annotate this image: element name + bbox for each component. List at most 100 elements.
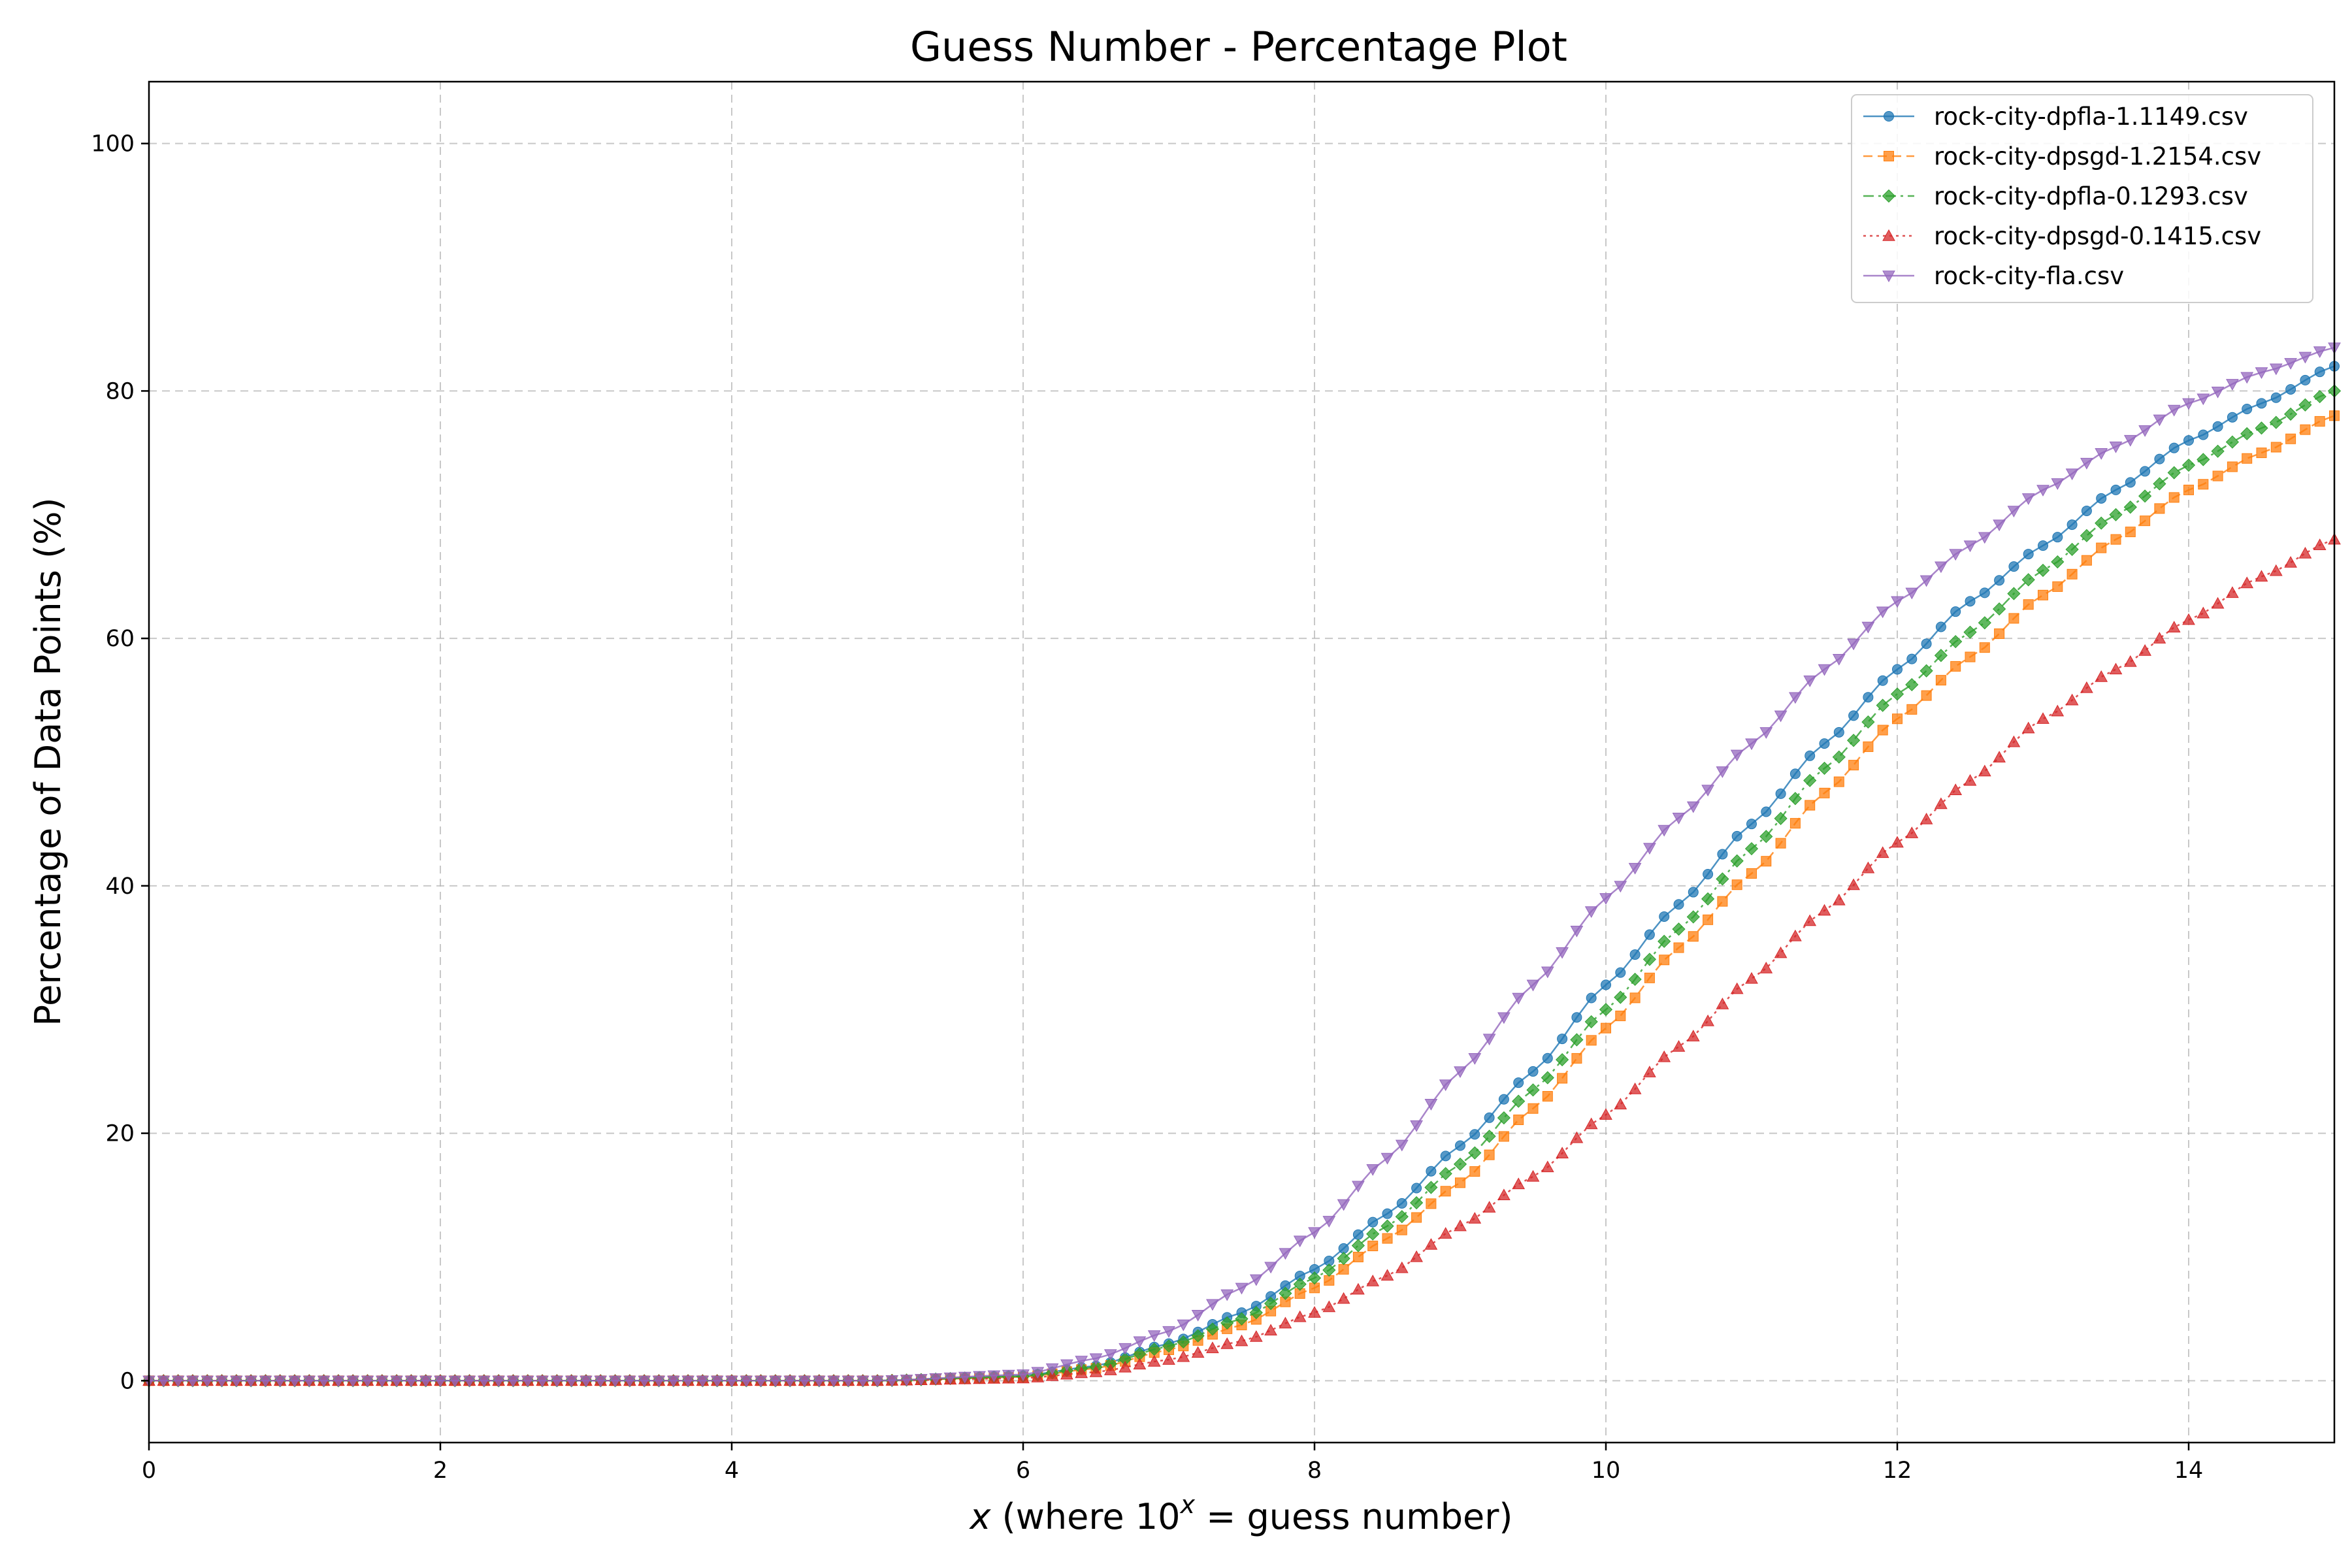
data-point-marker [2051,478,2065,490]
data-point-marker [1978,532,1991,544]
data-point-marker [1803,774,1817,787]
legend-label: rock-city-dpfla-0.1293.csv [1934,182,2248,210]
data-point-marker [1235,1334,1249,1347]
data-point-marker [1963,774,1977,786]
data-point-marker [2051,555,2065,569]
data-point-marker [1411,1212,1422,1223]
data-point-marker [1905,826,1919,838]
data-point-marker [1644,929,1655,940]
data-point-marker [1293,1235,1307,1248]
data-point-marker [2284,556,2297,568]
data-point-marker [1205,1322,1219,1336]
data-point-marker [2240,372,2254,384]
data-point-marker [2123,655,2137,667]
data-point-marker [1701,785,1714,797]
data-point-marker [1993,519,2006,532]
data-point-marker [1774,811,1788,825]
data-point-marker [2080,457,2093,470]
data-point-marker [1978,764,1991,777]
series-5 [142,342,2341,1388]
data-point-marker [1557,1034,1568,1045]
data-point-marker [1643,1066,1656,1077]
data-point-marker [2095,516,2108,530]
data-point-marker [2285,433,2296,444]
data-point-marker [2036,563,2050,578]
data-point-marker [1717,896,1728,907]
data-point-marker [1322,1216,1336,1228]
data-point-marker [1279,1286,1292,1300]
data-point-marker [1395,1139,1409,1152]
data-point-marker [1133,1358,1147,1369]
data-point-marker [1745,972,1758,984]
data-point-marker [2285,384,2296,395]
data-point-marker [2051,704,2065,717]
y-tick-label: 100 [91,131,135,157]
data-point-marker [769,1375,782,1388]
legend-item: rock-city-dpfla-1.1149.csv [1863,103,2248,131]
data-point-marker [1642,953,1656,966]
data-point-marker [1439,1079,1452,1092]
data-point-marker [1876,698,1889,712]
data-point-marker [1366,1274,1380,1286]
data-point-marker [1557,1073,1568,1084]
data-point-marker [2167,621,2181,632]
data-point-marker [2065,468,2079,481]
legend-item: rock-city-dpfla-0.1293.csv [1863,182,2248,210]
data-point-marker [1861,715,1875,729]
data-point-marker [2065,542,2079,557]
data-point-marker [1717,849,1728,860]
data-point-marker [1162,1326,1175,1338]
data-point-marker [1628,862,1642,875]
data-point-marker [2153,414,2166,427]
data-point-marker [1249,1274,1263,1286]
data-point-marker [171,1375,185,1388]
data-point-marker [1848,760,1859,771]
data-point-marker [448,1375,462,1388]
data-point-marker [1541,1071,1554,1085]
data-point-marker [2211,444,2225,458]
x-tick-label: 14 [2174,1458,2204,1484]
data-point-marker [2109,508,2123,521]
data-point-marker [915,1374,928,1386]
data-point-marker [1819,738,1830,749]
data-point-marker [2256,448,2267,459]
data-point-marker [1512,992,1526,1005]
data-point-marker [1731,879,1742,890]
data-point-marker [1453,1157,1467,1171]
data-point-marker [2298,546,2312,559]
data-point-marker [1906,653,1918,664]
data-point-marker [1892,713,1903,725]
data-point-marker [1789,929,1802,941]
data-point-marker [841,1375,855,1388]
legend-box [1851,94,2313,303]
data-point-marker [1468,1212,1482,1224]
data-point-marker [1089,1365,1103,1377]
data-point-marker [2081,555,2092,566]
data-point-marker [1832,893,1846,906]
data-point-marker [900,1375,913,1386]
data-point-marker [2081,505,2092,516]
data-point-marker [885,1375,899,1387]
data-point-marker [1119,1360,1132,1373]
data-point-marker [2110,534,2121,545]
x-tick-label: 10 [1592,1458,1621,1484]
data-point-marker [1861,861,1875,874]
data-point-marker [2036,485,2050,497]
data-point-marker [1921,690,1932,701]
data-point-marker [2225,435,2239,449]
data-point-marker [2182,613,2195,625]
data-point-marker [1075,1356,1088,1368]
data-point-marker [1570,925,1584,938]
data-point-marker [1716,998,1729,1009]
data-point-marker [1599,1108,1612,1120]
data-point-marker [1863,692,1874,703]
data-point-marker [1455,1140,1465,1151]
data-point-marker [1147,1354,1161,1367]
legend-item: rock-city-dpsgd-1.2154.csv [1863,142,2261,171]
data-point-marker [1919,812,1933,825]
data-point-marker [1380,1219,1394,1233]
data-point-marker [2125,477,2136,488]
data-point-marker [2007,735,2021,747]
data-point-marker [2183,435,2194,446]
data-point-marker [1541,1160,1554,1173]
